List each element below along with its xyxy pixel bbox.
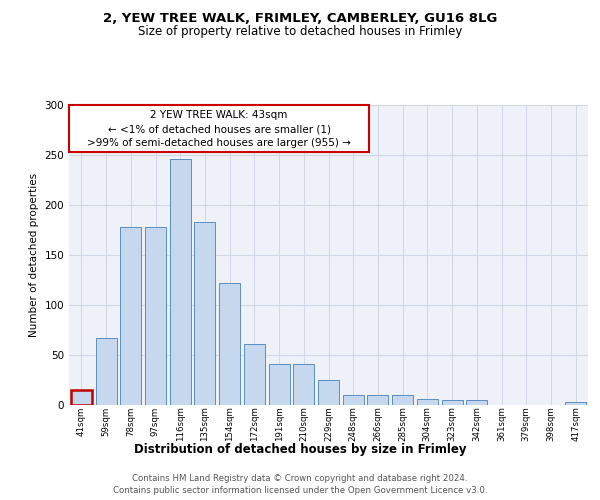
Bar bbox=[392, 395, 413, 405]
Bar bbox=[145, 227, 166, 405]
Bar bbox=[95, 338, 116, 405]
Text: 2, YEW TREE WALK, FRIMLEY, CAMBERLEY, GU16 8LG: 2, YEW TREE WALK, FRIMLEY, CAMBERLEY, GU… bbox=[103, 12, 497, 26]
Bar bbox=[367, 395, 388, 405]
Bar bbox=[219, 283, 240, 405]
Y-axis label: Number of detached properties: Number of detached properties bbox=[29, 173, 39, 337]
Bar bbox=[466, 400, 487, 405]
Bar bbox=[343, 395, 364, 405]
Bar bbox=[269, 364, 290, 405]
Text: 2 YEW TREE WALK: 43sqm: 2 YEW TREE WALK: 43sqm bbox=[151, 110, 287, 120]
Bar bbox=[565, 402, 586, 405]
Bar bbox=[318, 380, 339, 405]
Bar bbox=[293, 364, 314, 405]
Bar bbox=[120, 227, 141, 405]
Text: >99% of semi-detached houses are larger (955) →: >99% of semi-detached houses are larger … bbox=[87, 138, 351, 148]
Text: ← <1% of detached houses are smaller (1): ← <1% of detached houses are smaller (1) bbox=[107, 124, 331, 134]
Text: Distribution of detached houses by size in Frimley: Distribution of detached houses by size … bbox=[134, 442, 466, 456]
Bar bbox=[170, 159, 191, 405]
Text: Contains HM Land Registry data © Crown copyright and database right 2024.: Contains HM Land Registry data © Crown c… bbox=[132, 474, 468, 483]
Bar bbox=[194, 222, 215, 405]
Bar bbox=[244, 344, 265, 405]
Bar bbox=[417, 399, 438, 405]
Bar bbox=[71, 390, 92, 405]
Text: Contains public sector information licensed under the Open Government Licence v3: Contains public sector information licen… bbox=[113, 486, 487, 495]
Text: Size of property relative to detached houses in Frimley: Size of property relative to detached ho… bbox=[138, 25, 462, 38]
Bar bbox=[442, 400, 463, 405]
